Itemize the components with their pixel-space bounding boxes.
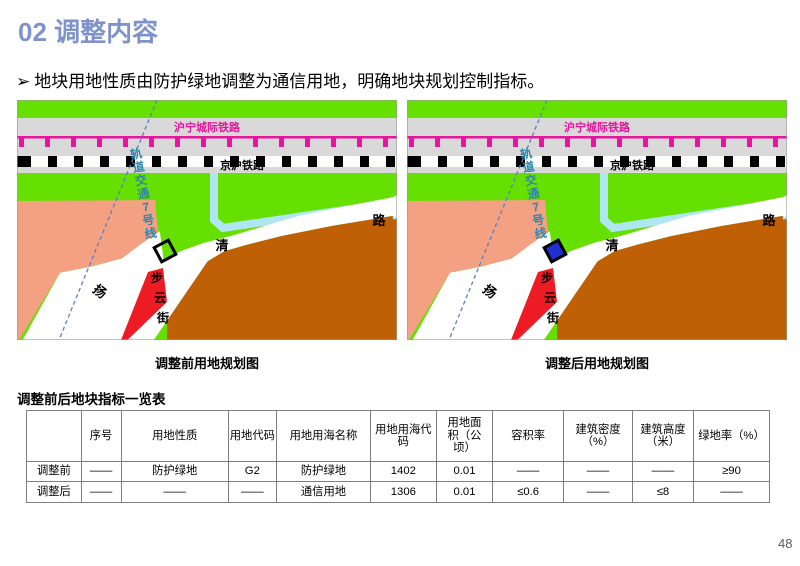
- svg-text:街: 街: [546, 310, 559, 325]
- svg-text:路: 路: [762, 213, 776, 228]
- svg-text:清: 清: [605, 238, 618, 253]
- svg-text:步: 步: [541, 270, 553, 285]
- svg-text:沪宁城际铁路: 沪宁城际铁路: [564, 120, 631, 134]
- svg-text:云: 云: [544, 291, 556, 305]
- svg-text:路: 路: [372, 213, 386, 228]
- svg-text:清: 清: [215, 238, 228, 253]
- svg-text:街: 街: [156, 310, 169, 325]
- svg-text:云: 云: [154, 291, 166, 305]
- svg-text:沪宁城际铁路: 沪宁城际铁路: [174, 120, 241, 134]
- svg-text:步: 步: [151, 270, 163, 285]
- svg-text:京沪铁路: 京沪铁路: [220, 158, 265, 172]
- svg-text:京沪铁路: 京沪铁路: [610, 158, 655, 172]
